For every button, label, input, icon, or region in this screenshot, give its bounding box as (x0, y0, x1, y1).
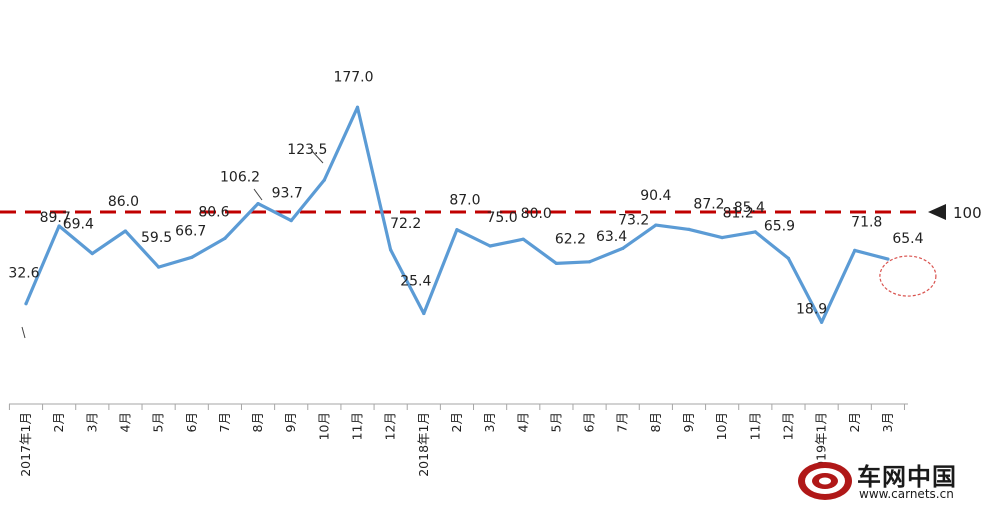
series-point (223, 236, 227, 240)
highlight-ellipse (879, 255, 937, 297)
data-label: 81.2 (723, 206, 754, 222)
watermark-site-name: 车网中国 (857, 463, 957, 491)
series-point (422, 311, 426, 316)
data-label: 73.2 (618, 212, 649, 228)
reference-line-group: 100 (0, 204, 982, 222)
x-tick-label: 3月 (482, 412, 497, 432)
watermark-logo: 车网中国 www.carnets.cn (795, 455, 990, 505)
data-label: 72.2 (390, 216, 421, 232)
data-label: 18.9 (796, 301, 827, 317)
data-label: 177.0 (333, 69, 373, 85)
x-tick-label: 3月 (84, 412, 99, 432)
data-label: 62.2 (555, 231, 586, 247)
data-label: 75.0 (487, 210, 518, 226)
series-point (820, 320, 824, 324)
data-label: 86.0 (108, 194, 139, 210)
series-point (256, 201, 260, 206)
series-group (24, 105, 890, 324)
x-tick-label: 10月 (316, 412, 331, 440)
series-point (322, 178, 326, 182)
x-tick-label: 12月 (780, 412, 795, 440)
reference-line-label: 100 (953, 204, 982, 222)
data-label: 69.4 (63, 217, 94, 233)
x-tick-label: 5月 (151, 412, 166, 432)
x-tick-labels: 2017年1月 2月 3月 4月 5月 6月 7月 8月 9月 10月 11月 12月 2018年1月 2… (18, 412, 895, 477)
x-tick-label: 9月 (283, 412, 298, 432)
data-label: 80.6 (198, 204, 229, 220)
series-point (123, 229, 128, 233)
data-label: 25.4 (400, 273, 431, 289)
data-label: 65.4 (892, 231, 923, 247)
x-tick-label: 12月 (383, 412, 398, 440)
series-point (355, 105, 360, 109)
series-point (190, 255, 194, 259)
series-point (289, 218, 293, 223)
x-tick-label: 2019年1月 (814, 412, 829, 477)
reference-arrow-icon (928, 204, 946, 220)
series-point (753, 230, 757, 234)
data-label: 90.4 (640, 188, 671, 204)
x-tick-label: 11月 (350, 412, 365, 440)
x-tick-label: 4月 (515, 412, 530, 432)
series-point (488, 244, 492, 248)
data-label: 106.2 (220, 170, 260, 186)
data-label: 71.8 (851, 214, 882, 230)
series-point (90, 252, 94, 256)
x-tick-label: 8月 (648, 412, 663, 432)
series-point (157, 265, 161, 269)
series-point (621, 246, 625, 251)
x-tick-label: 2月 (51, 412, 66, 432)
label-leader-line (253, 188, 263, 201)
car-wheel-logo-icon (798, 462, 852, 500)
data-label: 66.7 (175, 223, 206, 239)
series-point (886, 257, 890, 261)
data-label: 123.5 (287, 142, 327, 158)
label-leader-line (311, 150, 324, 164)
series-point (24, 302, 28, 306)
series-point (521, 237, 525, 241)
data-label: 87.2 (693, 196, 724, 212)
label-leader-line (21, 326, 26, 339)
x-tick-label: 2月 (449, 412, 464, 432)
series-point (786, 256, 791, 260)
data-label: 59.5 (141, 230, 172, 246)
series-point (57, 224, 61, 228)
data-label: 63.4 (596, 229, 627, 245)
series-point (554, 261, 559, 266)
x-tick-label: 2018年1月 (416, 412, 431, 477)
x-tick-label: 3月 (880, 412, 895, 432)
x-tick-label: 7月 (615, 412, 630, 432)
series-point (455, 228, 459, 232)
data-label: 80.0 (521, 206, 552, 222)
x-axis (8, 403, 908, 410)
data-label: 87.0 (449, 193, 480, 209)
x-tick-label: 11月 (747, 412, 762, 440)
x-tick-label: 2月 (847, 412, 862, 432)
series-point (687, 227, 691, 232)
x-tick-label: 4月 (117, 412, 132, 432)
data-label: 32.6 (8, 266, 39, 282)
x-tick-label: 5月 (548, 412, 563, 432)
series-point (853, 248, 857, 252)
watermark-url: www.carnets.cn (859, 487, 954, 501)
x-tick-label: 10月 (714, 412, 729, 440)
data-label: 93.7 (272, 186, 303, 202)
series-point (389, 248, 393, 252)
x-tick-label: 6月 (184, 412, 199, 432)
data-label: 65.9 (764, 218, 795, 234)
x-tick-label: 9月 (681, 412, 696, 432)
data-label: 89.7 (40, 210, 71, 226)
data-label: 85.4 (734, 200, 765, 216)
x-tick-label: 2017年1月 (18, 412, 33, 477)
x-tick-label: 8月 (250, 412, 265, 432)
series-point (654, 223, 658, 227)
x-tick-label: 6月 (582, 412, 597, 432)
x-tick-label: 7月 (217, 412, 232, 432)
series-point (720, 235, 724, 240)
series-point (587, 260, 592, 264)
data-labels: 32.6 89.769.4 86.0 59.5 66.7 80.6 106.2 93.7 123… (8, 69, 937, 339)
